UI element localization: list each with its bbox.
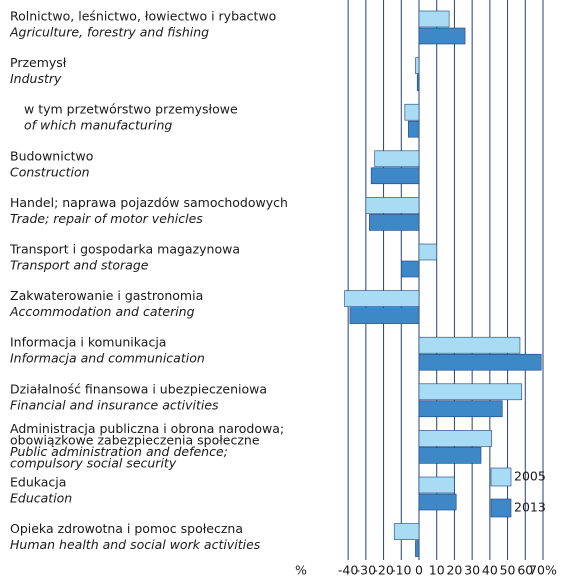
category-label-en: Public administration and defence; — [10, 444, 228, 459]
bar — [416, 74, 420, 91]
category-label: Rolnictwo, leśnictwo, łowiectwo i rybact… — [10, 9, 276, 24]
bar — [369, 214, 420, 231]
bar — [365, 197, 420, 214]
category-label-en: Construction — [10, 164, 90, 179]
category-label-en: Financial and insurance activities — [10, 397, 219, 412]
x-tick-label: 50 — [500, 563, 516, 578]
legend-label: 2005 — [514, 469, 546, 484]
category-label: Zakwaterowanie i gastronomia — [10, 288, 203, 303]
category-label-en: compulsory social security — [10, 455, 177, 470]
bar — [408, 120, 420, 138]
x-tick-label: -10 — [391, 563, 411, 578]
category-label: Transport i gospodarka magazynowa — [9, 242, 240, 257]
x-tick-label: -40 — [338, 563, 358, 578]
category-label-en: Human health and social work activities — [10, 537, 261, 552]
bar — [404, 103, 420, 121]
x-tick-label: 20 — [446, 563, 462, 578]
x-tick-label: 40 — [482, 563, 498, 578]
bar — [418, 243, 438, 261]
bar — [370, 167, 420, 185]
x-axis-label: % — [295, 563, 307, 578]
bar — [418, 10, 450, 28]
x-tick-label: -20 — [373, 563, 393, 578]
legend-label: 2013 — [514, 500, 546, 515]
category-label-en: of which manufacturing — [24, 118, 172, 133]
bar — [415, 540, 420, 557]
category-label-en: Informacja and communication — [10, 351, 205, 366]
bar — [418, 353, 542, 371]
bar — [418, 400, 503, 418]
bar — [418, 430, 492, 447]
bar — [344, 290, 420, 307]
category-label-en: Industry — [10, 71, 62, 86]
category-label: Budownictwo — [10, 148, 93, 163]
category-label: Edukacja — [10, 475, 66, 490]
bar — [418, 336, 521, 354]
category-label: Informacja i komunikacja — [10, 335, 166, 350]
bar — [349, 307, 420, 324]
bar — [418, 476, 455, 494]
bar — [418, 383, 523, 401]
category-label-en: Education — [10, 491, 72, 506]
x-tick-label: 30 — [464, 563, 480, 578]
bar — [400, 260, 420, 278]
bar — [418, 493, 457, 511]
x-tick-label: 10 — [429, 563, 445, 578]
category-label-en: Accommodation and catering — [9, 304, 195, 319]
category-label-en: Transport and storage — [10, 258, 149, 273]
x-tick-label: 70% — [529, 563, 557, 578]
category-label: Handel; naprawa pojazdów samochodowych — [10, 195, 288, 210]
category-label-en: Trade; repair of motor vehicles — [10, 211, 203, 226]
x-tick-label: -30 — [356, 563, 376, 578]
bar — [374, 150, 420, 168]
bar — [418, 27, 466, 45]
legend-swatch — [490, 467, 512, 487]
category-label: w tym przetwórstwo przemysłowe — [24, 102, 238, 117]
category-label: Opieka zdrowotna i pomoc społeczna — [10, 521, 243, 536]
x-tick-label: 60 — [517, 563, 533, 578]
category-label: Przemysł — [10, 55, 67, 70]
bar — [418, 447, 482, 464]
category-label: Administracja publiczna i obrona narodow… — [10, 421, 284, 436]
bar — [393, 523, 420, 540]
x-tick-label: 0 — [415, 563, 423, 578]
legend-swatch — [490, 498, 512, 518]
category-label: Działalność finansowa i ubezpieczeniowa — [10, 381, 267, 396]
category-label-en: Agriculture, forestry and fishing — [9, 25, 209, 40]
category-label: obowiązkowe zabezpieczenia społeczne — [10, 432, 260, 447]
bar — [415, 57, 420, 74]
